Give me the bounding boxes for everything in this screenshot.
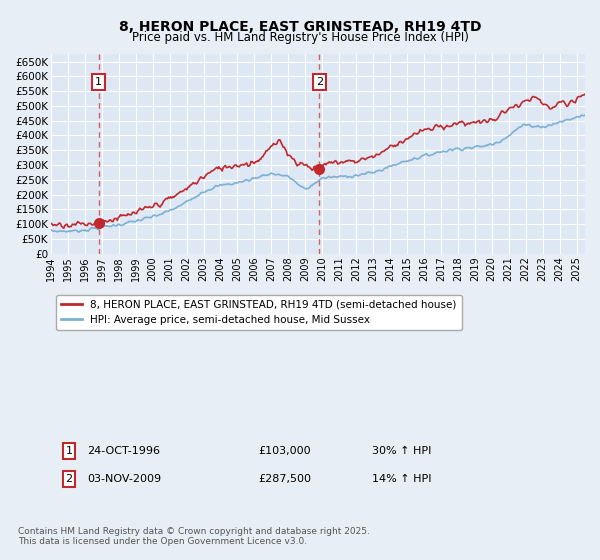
Text: 14% ↑ HPI: 14% ↑ HPI bbox=[372, 474, 431, 484]
Text: 03-NOV-2009: 03-NOV-2009 bbox=[87, 474, 161, 484]
Text: 2: 2 bbox=[316, 77, 323, 87]
Text: 1: 1 bbox=[95, 77, 102, 87]
Text: Contains HM Land Registry data © Crown copyright and database right 2025.
This d: Contains HM Land Registry data © Crown c… bbox=[18, 526, 370, 546]
Legend: 8, HERON PLACE, EAST GRINSTEAD, RH19 4TD (semi-detached house), HPI: Average pri: 8, HERON PLACE, EAST GRINSTEAD, RH19 4TD… bbox=[56, 295, 462, 330]
Text: Price paid vs. HM Land Registry's House Price Index (HPI): Price paid vs. HM Land Registry's House … bbox=[131, 31, 469, 44]
Text: £287,500: £287,500 bbox=[258, 474, 311, 484]
Text: £103,000: £103,000 bbox=[258, 446, 311, 456]
Text: 24-OCT-1996: 24-OCT-1996 bbox=[87, 446, 160, 456]
Text: 2: 2 bbox=[65, 474, 73, 484]
Text: 1: 1 bbox=[65, 446, 73, 456]
Text: 8, HERON PLACE, EAST GRINSTEAD, RH19 4TD: 8, HERON PLACE, EAST GRINSTEAD, RH19 4TD bbox=[119, 20, 481, 34]
Text: 30% ↑ HPI: 30% ↑ HPI bbox=[372, 446, 431, 456]
